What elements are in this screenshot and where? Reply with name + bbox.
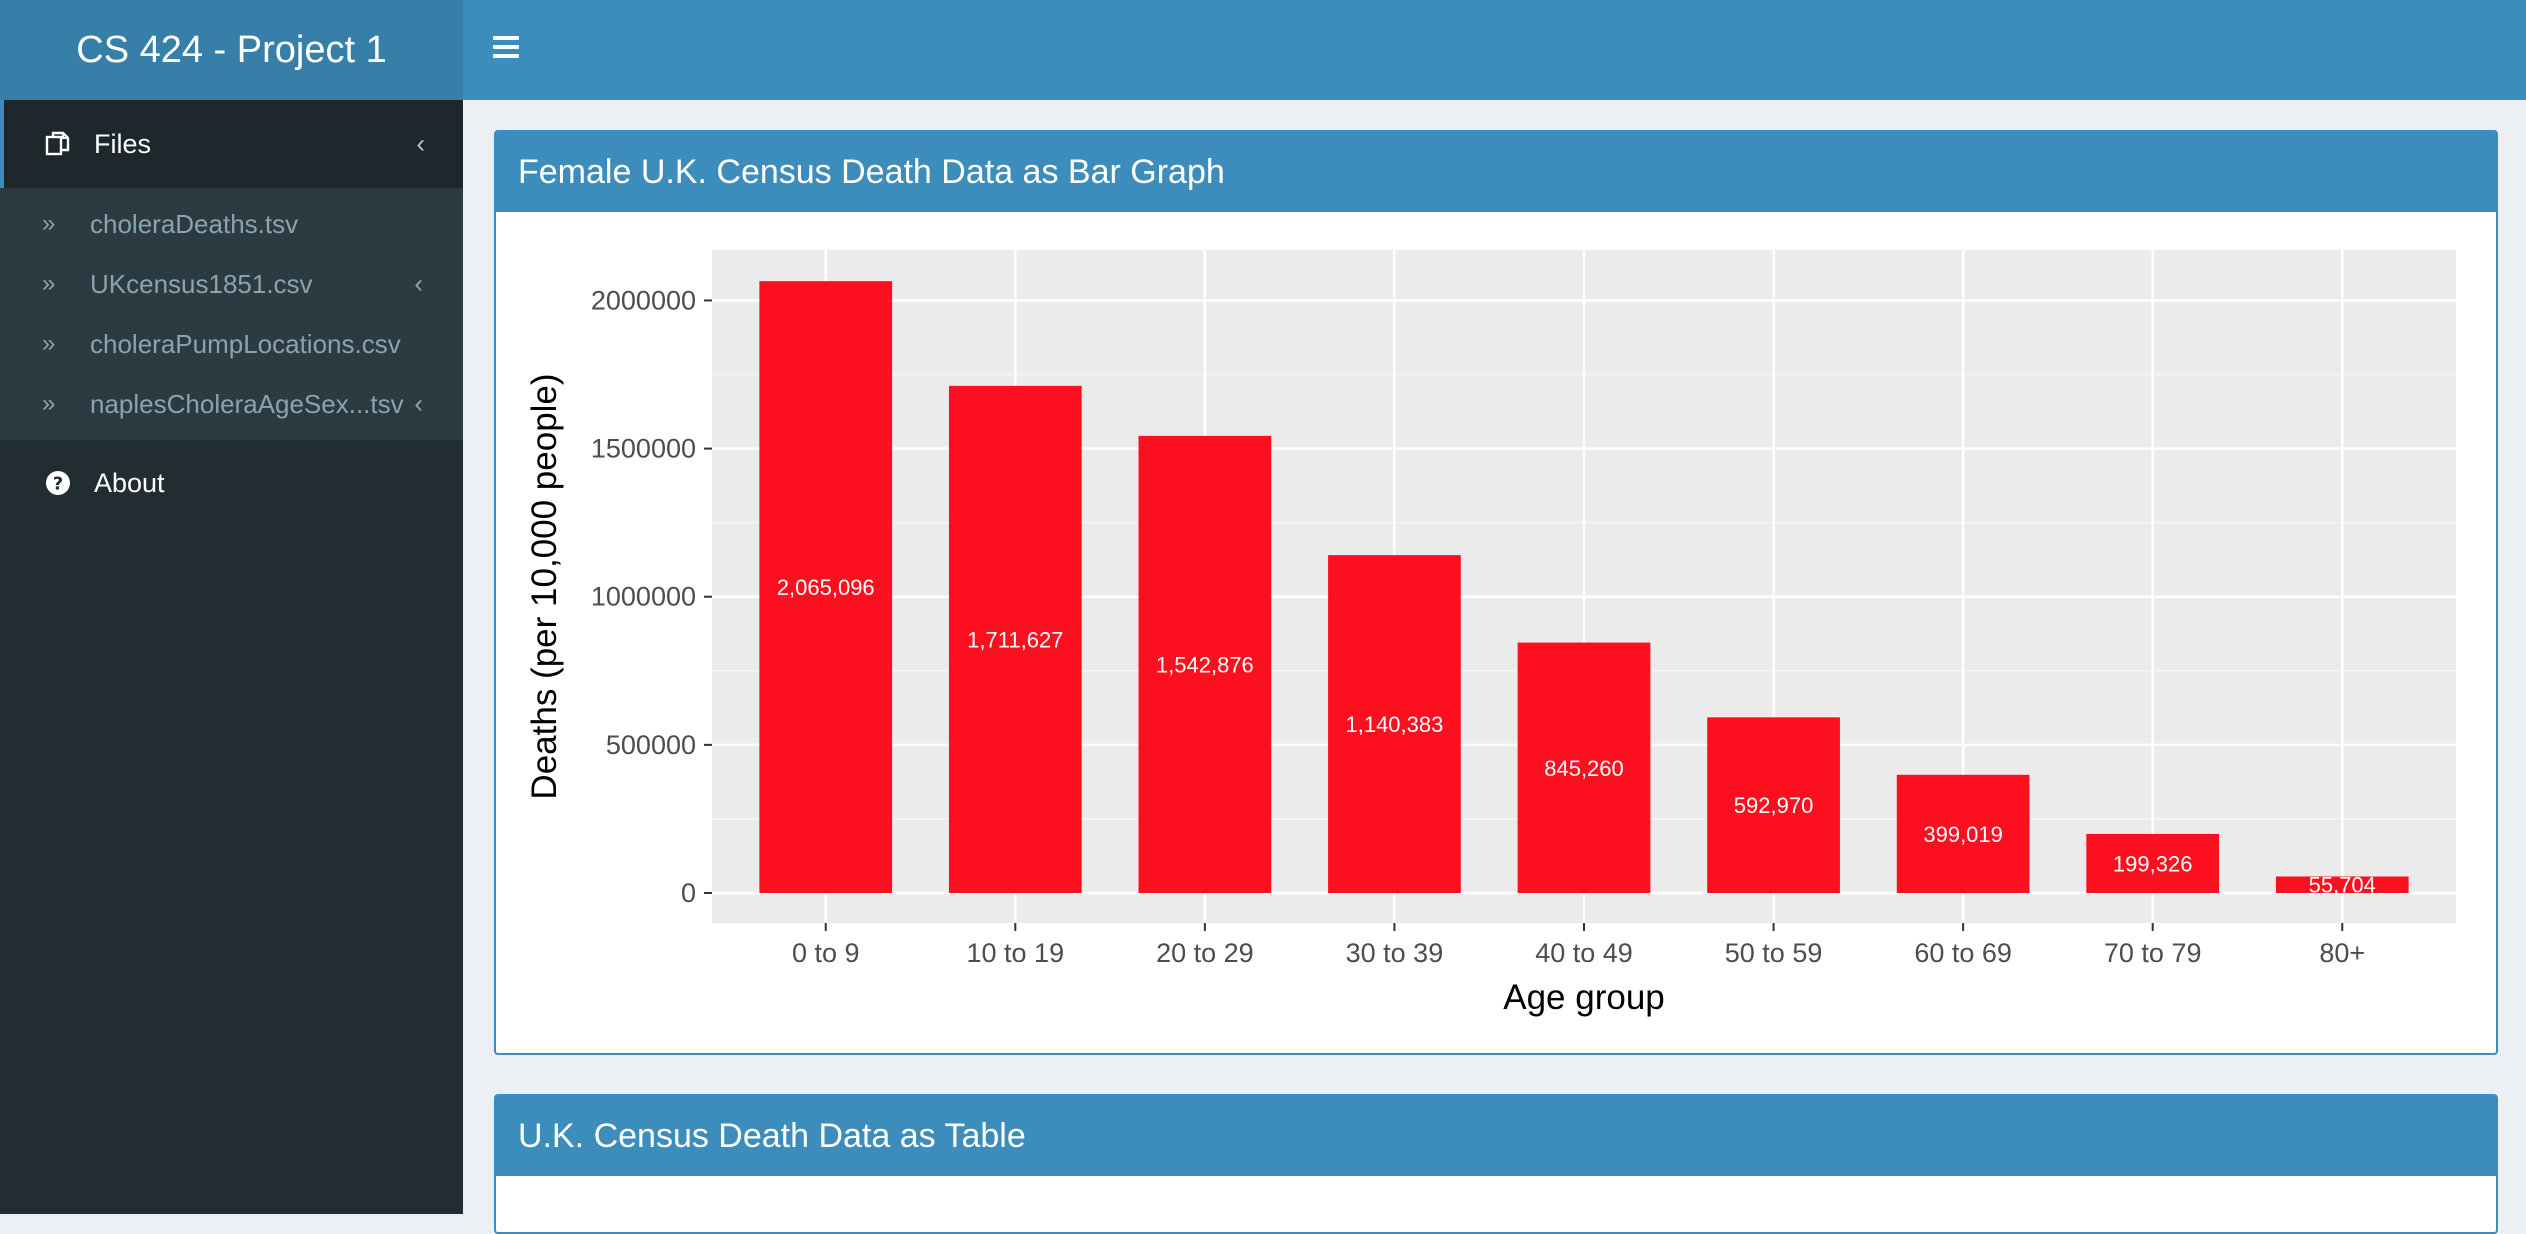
x-tick-label: 0 to 9 [792, 938, 860, 968]
sidebar: Files ‹ » choleraDeaths.tsv » UKcensus18… [0, 100, 463, 1214]
bar [2086, 833, 2220, 893]
x-axis-title: Age group [1503, 978, 1665, 1017]
sidebar-item-files-label: Files [94, 128, 152, 159]
sidebar-item-about[interactable]: ? About [0, 440, 463, 526]
bar-data-label: 199,326 [2113, 851, 2193, 876]
question-circle-icon: ? [44, 469, 72, 497]
chevron-left-icon: ‹ [414, 268, 423, 299]
y-tick-label: 0 [681, 878, 696, 908]
bar-data-label: 1,542,876 [1156, 652, 1254, 677]
y-axis-title: Deaths (per 10,000 people) [525, 373, 564, 799]
sidebar-subitem-label: UKcensus1851.csv [90, 268, 313, 299]
bar-data-label: 2,065,096 [777, 575, 875, 600]
x-tick-label: 80+ [2319, 938, 2365, 968]
bar [759, 281, 893, 893]
x-tick-label: 10 to 19 [967, 938, 1065, 968]
bar [1707, 717, 1840, 893]
x-tick-label: 60 to 69 [1914, 938, 2012, 968]
app-title[interactable]: CS 424 - Project 1 [0, 0, 463, 100]
sidebar-toggle-icon[interactable] [493, 36, 519, 60]
bar-data-label: 399,019 [1923, 822, 2003, 847]
double-chevron-right-icon: » [42, 330, 56, 357]
double-chevron-right-icon: » [42, 390, 56, 417]
bar [948, 385, 1082, 893]
bar-data-label: 592,970 [1734, 793, 1814, 818]
sidebar-subitem-pump-locations[interactable]: » choleraPumpLocations.csv [0, 314, 463, 374]
bar [1896, 774, 2030, 893]
sidebar-subitem-label: choleraDeaths.tsv [90, 208, 299, 239]
bar-data-label: 1,140,383 [1345, 712, 1443, 737]
chart-box-title: Female U.K. Census Death Data as Bar Gra… [496, 132, 2496, 212]
sidebar-subitem-cholera-deaths[interactable]: » choleraDeaths.tsv [0, 194, 463, 254]
x-tick-label: 40 to 49 [1535, 938, 1633, 968]
chart-box: Female U.K. Census Death Data as Bar Gra… [494, 130, 2498, 1055]
bar-chart: 2,065,096 1,711,627 1,542,876 1,140,383 845,… [496, 212, 2496, 1058]
sidebar-subitem-label: choleraPumpLocations.csv [90, 328, 401, 359]
y-tick-label: 2000000 [591, 285, 696, 315]
bar-data-label: 1,711,627 [967, 627, 1063, 652]
table-box-title: U.K. Census Death Data as Table [496, 1096, 2496, 1176]
y-tick-label: 1500000 [591, 434, 696, 464]
x-tick-label: 50 to 59 [1725, 938, 1823, 968]
chart-axes: 0 500000 1000000 1500000 2000000 0 to 9 10 to … [591, 285, 2365, 968]
chevron-left-icon: ‹ [416, 128, 425, 159]
top-navbar [463, 0, 2526, 100]
x-tick-label: 20 to 29 [1156, 938, 1254, 968]
bar [1517, 642, 1651, 893]
sidebar-subitem-uk-census[interactable]: » UKcensus1851.csv ‹ [0, 254, 463, 314]
bar [2275, 876, 2409, 893]
bar [1138, 435, 1272, 893]
table-box: U.K. Census Death Data as Table [494, 1094, 2498, 1234]
bar-chart-svg: 2,065,096 1,711,627 1,542,876 1,140,383 845,… [525, 250, 2456, 1017]
bar-data-label: 55,704 [2309, 873, 2376, 898]
sidebar-item-files[interactable]: Files ‹ [0, 100, 463, 188]
bar-data-label: 845,260 [1544, 756, 1624, 781]
sidebar-subitem-label: naplesCholeraAgeSex...tsv [90, 388, 404, 419]
bar [1328, 555, 1461, 893]
sidebar-item-about-label: About [94, 467, 165, 498]
files-submenu: » choleraDeaths.tsv » UKcensus1851.csv ‹… [0, 188, 463, 440]
files-icon [44, 130, 72, 158]
y-tick-label: 500000 [606, 730, 696, 760]
chevron-left-icon: ‹ [414, 388, 423, 419]
x-tick-label: 70 to 79 [2104, 938, 2202, 968]
sidebar-subitem-naples-cholera[interactable]: » naplesCholeraAgeSex...tsv ‹ [0, 374, 463, 434]
double-chevron-right-icon: » [42, 210, 56, 237]
chart-bars: 2,065,096 1,711,627 1,542,876 1,140,383 845,… [759, 281, 2409, 898]
x-tick-label: 30 to 39 [1346, 938, 1444, 968]
svg-text:?: ? [53, 474, 63, 495]
double-chevron-right-icon: » [42, 270, 56, 297]
y-tick-label: 1000000 [591, 582, 696, 612]
